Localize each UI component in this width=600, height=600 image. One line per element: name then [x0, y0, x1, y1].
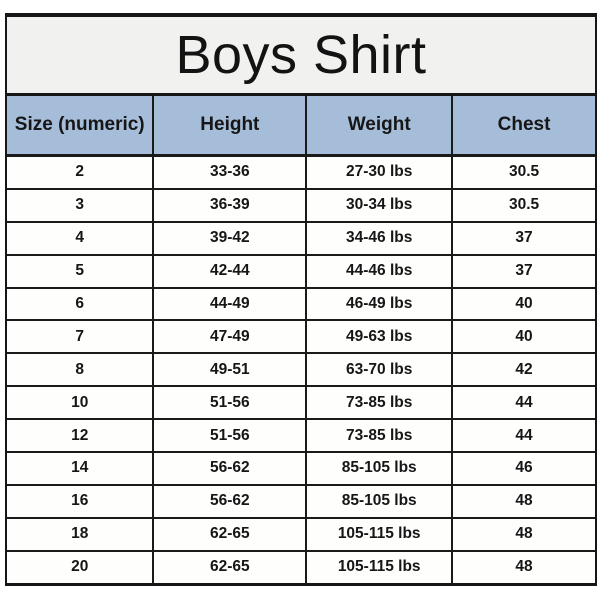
table-cell: 85-105 lbs [305, 451, 454, 486]
table-cell: 12 [7, 418, 155, 454]
table-row: 10 51-56 73-85 lbs 44 [7, 385, 595, 421]
table-cell: 7 [7, 319, 155, 355]
table-cell: 42 [451, 352, 595, 388]
table-cell: 33-36 [152, 154, 308, 190]
table-cell: 36-39 [152, 187, 308, 223]
table-cell: 62-65 [152, 516, 308, 552]
table-row: 2 33-36 27-30 lbs 30.5 [7, 154, 595, 190]
header-row: Size (numeric) Height Weight Chest [7, 96, 595, 157]
table-cell: 46-49 lbs [305, 286, 454, 322]
table-row: 14 56-62 85-105 lbs 46 [7, 451, 595, 486]
table-cell: 40 [451, 319, 595, 355]
table-cell: 48 [451, 483, 595, 519]
table-row: 5 42-44 44-46 lbs 37 [7, 253, 595, 289]
table-cell: 105-115 lbs [305, 516, 454, 552]
table-cell: 56-62 [152, 451, 308, 486]
chart-title-band: Boys Shirt [7, 17, 595, 96]
table-cell: 20 [7, 549, 155, 583]
table-cell: 30.5 [451, 154, 595, 190]
table-row: 20 62-65 105-115 lbs 48 [7, 549, 595, 583]
table-row: 18 62-65 105-115 lbs 48 [7, 516, 595, 552]
table-cell: 48 [451, 549, 595, 583]
table-cell: 44 [451, 385, 595, 421]
table-cell: 37 [451, 220, 595, 256]
table-cell: 73-85 lbs [305, 418, 454, 454]
table-cell: 16 [7, 483, 155, 519]
table-cell: 6 [7, 286, 155, 322]
table-cell: 63-70 lbs [305, 352, 454, 388]
table-cell: 14 [7, 451, 155, 486]
table-row: 8 49-51 63-70 lbs 42 [7, 352, 595, 388]
table-header: Size (numeric) Height Weight Chest [7, 96, 595, 157]
table-cell: 30-34 lbs [305, 187, 454, 223]
table-cell: 85-105 lbs [305, 483, 454, 519]
table-row: 16 56-62 85-105 lbs 48 [7, 483, 595, 519]
col-header-weight: Weight [305, 96, 454, 157]
table-body: 2 33-36 27-30 lbs 30.5 3 36-39 30-34 lbs… [7, 154, 595, 583]
table-cell: 105-115 lbs [305, 549, 454, 583]
table-row: 4 39-42 34-46 lbs 37 [7, 220, 595, 256]
table-cell: 2 [7, 154, 155, 190]
size-table: Size (numeric) Height Weight Chest 2 33-… [7, 96, 595, 583]
table-row: 6 44-49 46-49 lbs 40 [7, 286, 595, 322]
table-cell: 8 [7, 352, 155, 388]
table-row: 7 47-49 49-63 lbs 40 [7, 319, 595, 355]
table-cell: 73-85 lbs [305, 385, 454, 421]
size-chart: Boys Shirt Size (numeric) Height Weight … [5, 13, 597, 586]
table-cell: 10 [7, 385, 155, 421]
table-cell: 62-65 [152, 549, 308, 583]
table-cell: 47-49 [152, 319, 308, 355]
table-cell: 44 [451, 418, 595, 454]
table-row: 3 36-39 30-34 lbs 30.5 [7, 187, 595, 223]
table-cell: 51-56 [152, 418, 308, 454]
col-header-height: Height [152, 96, 308, 157]
table-cell: 39-42 [152, 220, 308, 256]
table-cell: 18 [7, 516, 155, 552]
table-cell: 37 [451, 253, 595, 289]
col-header-size: Size (numeric) [7, 96, 155, 157]
table-cell: 51-56 [152, 385, 308, 421]
col-header-chest: Chest [451, 96, 595, 157]
table-cell: 48 [451, 516, 595, 552]
table-cell: 34-46 lbs [305, 220, 454, 256]
table-cell: 40 [451, 286, 595, 322]
table-cell: 44-49 [152, 286, 308, 322]
table-row: 12 51-56 73-85 lbs 44 [7, 418, 595, 454]
table-cell: 5 [7, 253, 155, 289]
chart-title: Boys Shirt [175, 25, 427, 85]
table-cell: 44-46 lbs [305, 253, 454, 289]
table-cell: 49-51 [152, 352, 308, 388]
table-cell: 46 [451, 451, 595, 486]
table-cell: 4 [7, 220, 155, 256]
table-cell: 3 [7, 187, 155, 223]
table-cell: 30.5 [451, 187, 595, 223]
table-cell: 42-44 [152, 253, 308, 289]
table-cell: 49-63 lbs [305, 319, 454, 355]
table-cell: 27-30 lbs [305, 154, 454, 190]
table-cell: 56-62 [152, 483, 308, 519]
